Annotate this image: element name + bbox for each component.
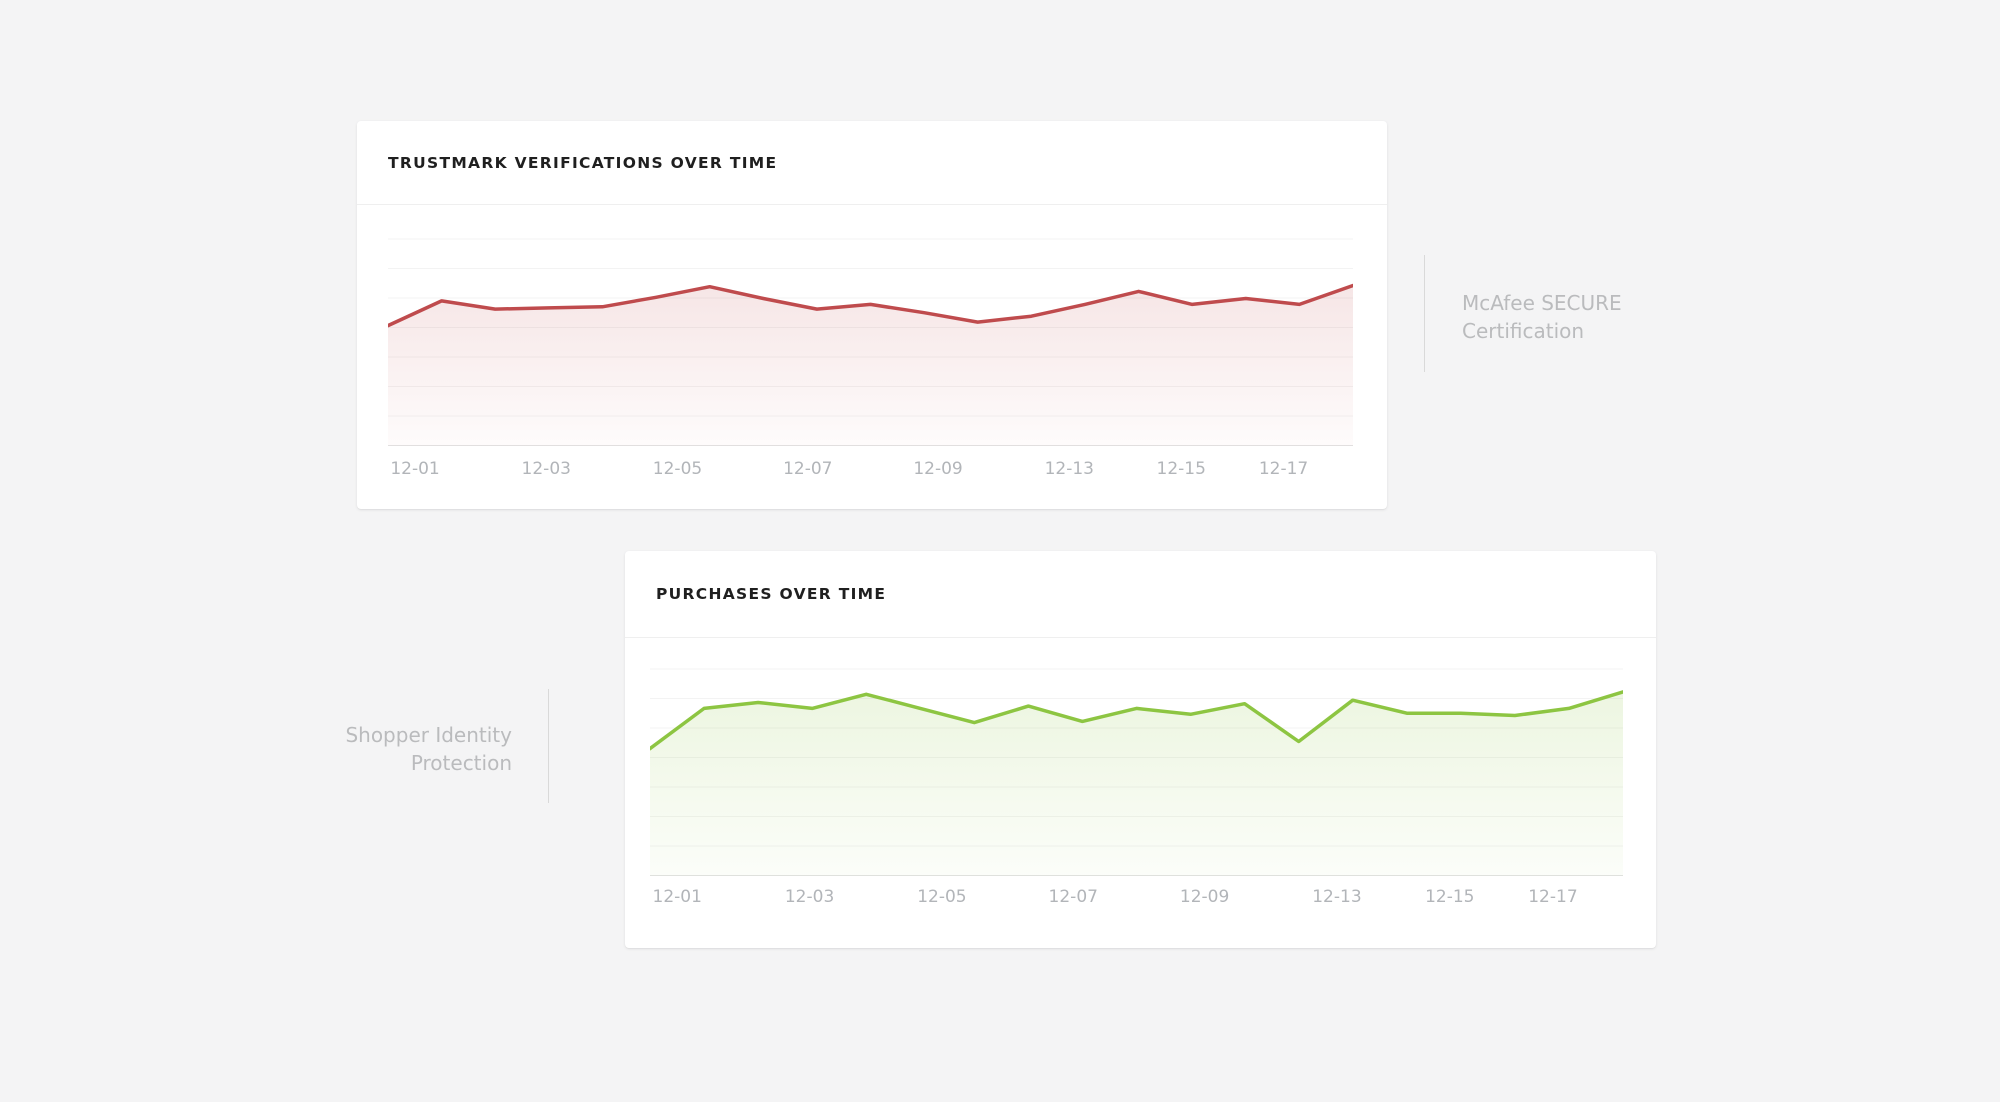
- x-axis-tick-label: 12-05: [652, 459, 703, 479]
- vertical-divider: [1424, 255, 1425, 372]
- x-axis-tick-label: 12-05: [917, 887, 967, 907]
- purchases-card-title: PURCHASES OVER TIME: [656, 585, 887, 603]
- x-axis-tick-label: 12-03: [784, 887, 835, 907]
- caption-line: McAfee SECURE: [1462, 291, 1622, 315]
- series-line: [388, 283, 1353, 328]
- area-fill: [650, 691, 1623, 876]
- mcafee-secure-certification-caption: McAfee SECURE Certification: [1424, 255, 1664, 372]
- trustmark-card-title: TRUSTMARK VERIFICATIONS OVER TIME: [388, 153, 778, 172]
- caption-line: Certification: [1462, 319, 1585, 343]
- x-axis-tick-label: 12-13: [1044, 459, 1094, 479]
- vertical-divider: [548, 689, 549, 803]
- caption-line: Shopper Identity: [345, 723, 512, 747]
- area-fill: [388, 285, 1353, 446]
- series-line: [650, 690, 1623, 751]
- caption-line: Protection: [410, 751, 512, 775]
- x-axis-tick-label: 12-07: [1048, 887, 1098, 907]
- x-axis-tick-label: 12-07: [783, 459, 833, 479]
- x-axis-tick-label: 12-03: [521, 459, 571, 479]
- x-axis-tick-label: 12-15: [1156, 459, 1206, 479]
- trustmark-area-chart: [388, 210, 1353, 446]
- purchases-area-chart: [650, 640, 1623, 876]
- purchases-card: PURCHASES OVER TIME 12-01 12-03 12-05 12-07…: [625, 551, 1656, 948]
- caption-text: Shopper Identity Protection: [345, 721, 512, 777]
- x-axis-tick-label: 12-01: [390, 459, 440, 479]
- purchases-x-axis: 12-01 12-03 12-05 12-07 12-09 12-13 12-15 12-17: [650, 887, 1623, 911]
- trustmark-card-header: TRUSTMARK VERIFICATIONS OVER TIME: [357, 121, 1387, 205]
- x-axis-tick-label: 12-01: [652, 887, 702, 907]
- x-axis-tick-label: 12-13: [1312, 887, 1362, 907]
- x-axis-tick-label: 12-09: [1179, 887, 1230, 907]
- x-axis-tick-label: 12-15: [1425, 887, 1475, 907]
- x-axis-tick-label: 12-17: [1528, 887, 1578, 907]
- caption-text: McAfee SECURE Certification: [1462, 289, 1622, 345]
- trustmark-x-axis: 12-01 12-03 12-05 12-07 12-09 12-13 12-15 12-17: [388, 459, 1353, 483]
- purchases-card-header: PURCHASES OVER TIME: [625, 551, 1656, 638]
- trustmark-verifications-card: TRUSTMARK VERIFICATIONS OVER TIME 12-01 1…: [357, 121, 1387, 509]
- x-axis-tick-label: 12-17: [1258, 459, 1309, 479]
- shopper-identity-protection-caption: Shopper Identity Protection: [300, 689, 549, 803]
- x-axis-tick-label: 12-09: [913, 459, 963, 479]
